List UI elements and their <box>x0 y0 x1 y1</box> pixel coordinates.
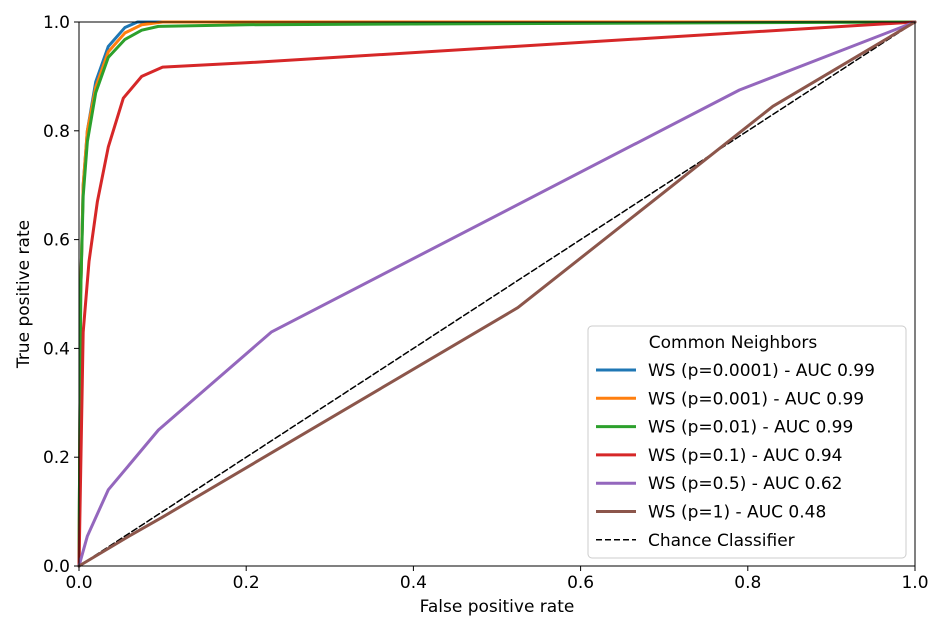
chance-classifier-line <box>78 21 916 567</box>
x-tick-label: 0.2 <box>233 573 260 593</box>
legend-label-chance-classifier: Chance Classifier <box>648 531 795 551</box>
legend-label-series-5: WS (p=0.5) - AUC 0.62 <box>648 474 842 494</box>
legend-label-series-6: WS (p=1) - AUC 0.48 <box>648 503 826 523</box>
legend-title: Common Neighbors <box>649 333 818 353</box>
legend-label-series-2: WS (p=0.001) - AUC 0.99 <box>648 389 864 409</box>
legend-label-series-1: WS (p=0.0001) - AUC 0.99 <box>648 361 875 381</box>
series-6-line <box>77 20 917 568</box>
x-tick-label: 0.4 <box>400 573 427 593</box>
series-3-line <box>77 20 917 568</box>
legend-label-series-3: WS (p=0.01) - AUC 0.99 <box>648 418 853 438</box>
y-tick-label: 0.6 <box>43 231 70 251</box>
y-axis-label: True positive rate <box>14 220 34 369</box>
y-tick-label: 0.2 <box>43 448 70 468</box>
x-tick-label: 0.8 <box>734 573 761 593</box>
x-tick-label: 0.6 <box>567 573 594 593</box>
legend-label-series-4: WS (p=0.1) - AUC 0.94 <box>648 446 842 466</box>
y-tick-label: 1.0 <box>43 13 70 33</box>
series-5-line <box>77 20 917 568</box>
x-axis-label: False positive rate <box>420 597 575 617</box>
y-tick-label: 0.8 <box>43 122 70 142</box>
axis-ticks: 0.0 0.2 0.4 0.6 0.8 1.0 0.0 0.2 0.4 0.6 0.8 1.0 <box>43 13 929 593</box>
x-tick-label: 0.0 <box>65 573 92 593</box>
series-lines <box>77 20 917 568</box>
y-tick-label: 0.4 <box>43 339 70 359</box>
legend: Common Neighbors WS (p=0.0001) - AUC 0.9… <box>587 325 907 559</box>
x-tick-label: 1.0 <box>901 573 928 593</box>
legend-box <box>587 325 907 559</box>
plot-frame <box>78 21 916 567</box>
y-tick-label: 0.0 <box>43 557 70 577</box>
series-4-line <box>77 20 917 568</box>
